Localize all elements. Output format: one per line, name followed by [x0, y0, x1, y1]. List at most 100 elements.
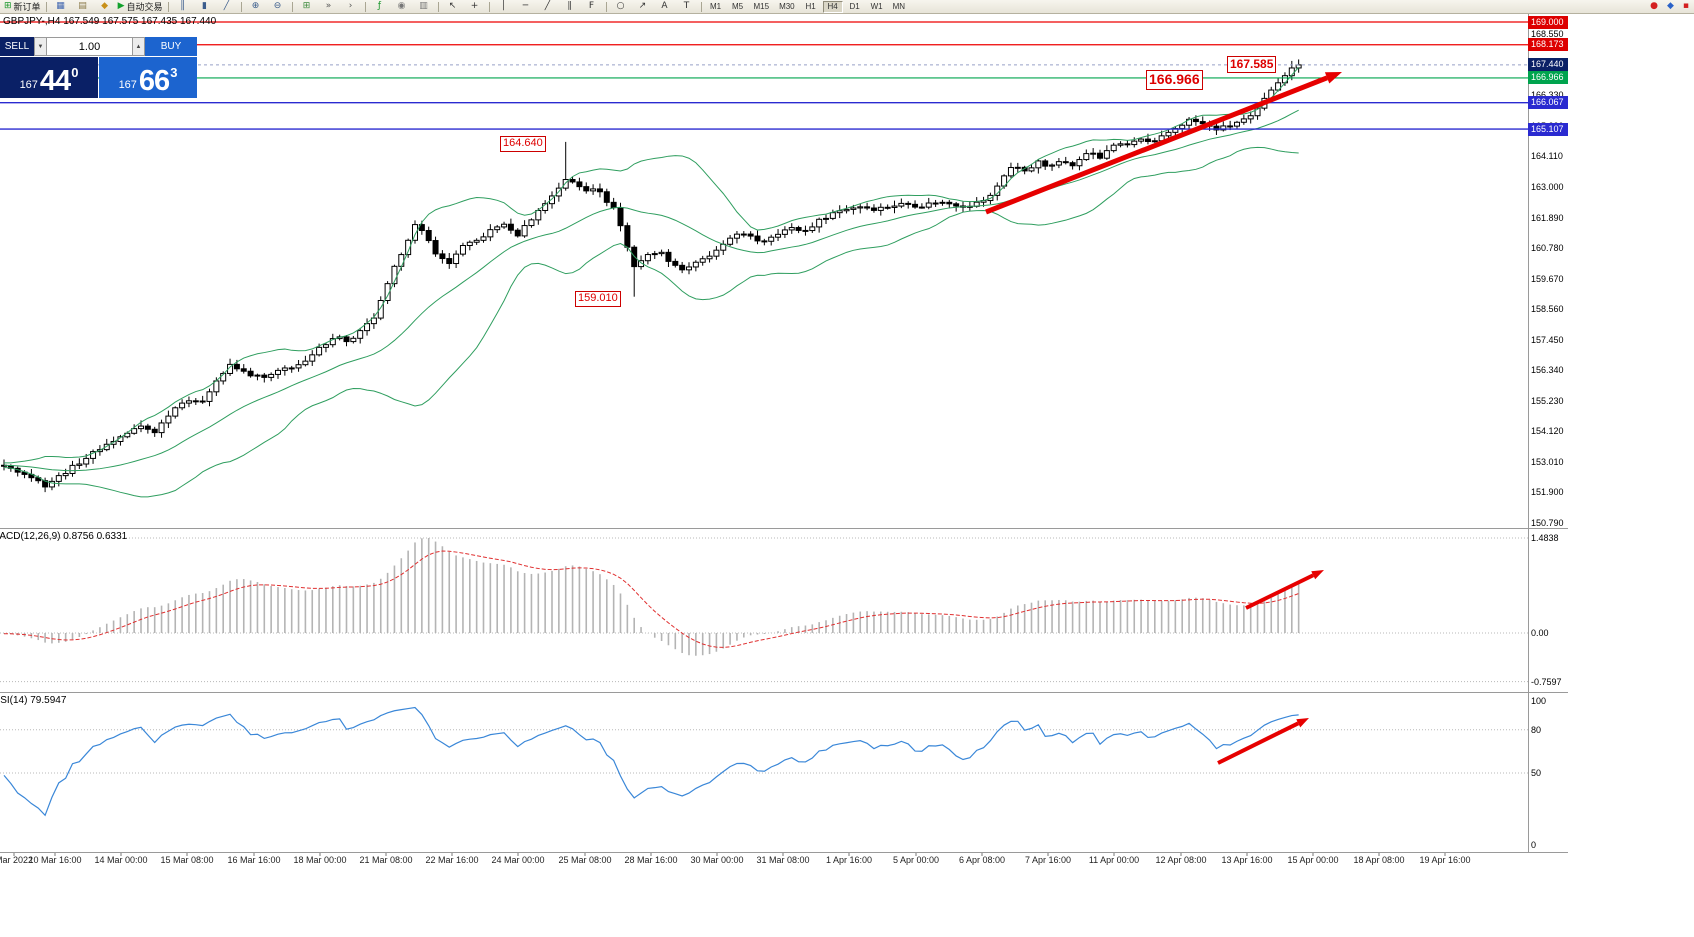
- templates-button[interactable]: ▥: [413, 0, 435, 13]
- chart-ohlc-header: GBPJPY-,H4 167.549 167.575 167.435 167.4…: [3, 16, 217, 27]
- price-axis-flag: 167.440: [1528, 58, 1568, 72]
- sell-price-display[interactable]: 167 44 0: [0, 57, 98, 98]
- price-axis-tick: 156.340: [1531, 365, 1564, 376]
- bar-chart-button[interactable]: ║: [172, 0, 194, 13]
- volume-increase-button[interactable]: ▲: [132, 37, 145, 56]
- toolbar-icon-group: ⊞ 新订单 ▦ ▤ ◆ ▶ 自动交易 ║ ▮ ╱ ⊕ ⊖ ⊞» › ƒ ◉ ▥ ↖ + │ ─ ╱ ∥ F ○ ↗ A T: [2, 0, 705, 13]
- zoom-in-button[interactable]: ⊕: [245, 0, 267, 13]
- sell-button[interactable]: SELL: [0, 37, 34, 56]
- toolbar-separator: [240, 1, 242, 12]
- horizontal-line-button[interactable]: ─: [515, 0, 537, 13]
- mail-icon[interactable]: ◆: [1666, 1, 1674, 11]
- trendline-button[interactable]: ╱: [537, 0, 559, 13]
- templates-icon: ▥: [419, 1, 428, 11]
- time-axis-label: 14 Mar 00:00: [94, 855, 148, 865]
- time-axis-label: 15 Apr 00:00: [1287, 855, 1339, 865]
- auto-scroll-button[interactable]: »: [318, 0, 340, 13]
- price-axis-tick: 155.230: [1531, 395, 1564, 406]
- text-button[interactable]: A: [654, 0, 676, 13]
- timeframe-m15-button[interactable]: M15: [753, 2, 770, 11]
- bollinger-layer: [3, 67, 1300, 498]
- new-order-button[interactable]: ⊞ 新订单: [2, 0, 43, 13]
- price-axis-flag: 165.107: [1528, 122, 1568, 136]
- news-icon[interactable]: ●: [1650, 1, 1658, 11]
- periods-icon: ◉: [397, 1, 406, 11]
- price-axis-tick: 154.120: [1531, 426, 1564, 437]
- timeframe-d1-button[interactable]: D1: [849, 2, 860, 11]
- price-axis-tick: 163.000: [1531, 181, 1564, 192]
- timeframe-w1-button[interactable]: W1: [870, 2, 883, 11]
- timeframe-h4-button[interactable]: H4: [822, 0, 843, 13]
- time-axis-label: 5 Apr 00:00: [892, 855, 940, 865]
- shapes-button[interactable]: ○: [610, 0, 632, 13]
- rsi-indicator-label: RSI(14) 79.5947: [0, 695, 67, 706]
- timeframe-m30-button[interactable]: M30: [779, 2, 795, 11]
- buy-button[interactable]: BUY: [145, 37, 197, 56]
- price-axis-tick: 153.010: [1531, 456, 1564, 467]
- profiles-icon: ▤: [78, 1, 87, 11]
- time-axis-label: 7 Apr 16:00: [1024, 855, 1072, 865]
- crosshair-button[interactable]: +: [464, 0, 486, 13]
- text-label-button[interactable]: T: [676, 0, 698, 13]
- vertical-line-button[interactable]: │: [493, 0, 515, 13]
- alerts-button[interactable]: ◆: [94, 0, 116, 13]
- macd-layer: [3, 538, 1300, 656]
- rsi-axis-label: 0: [1531, 840, 1537, 850]
- price-axis-flag: 166.067: [1528, 96, 1568, 110]
- timeframe-mn-button[interactable]: MN: [892, 2, 906, 11]
- chart-window-icon: ▦: [56, 1, 65, 11]
- zoom-in-icon: ⊕: [251, 1, 260, 11]
- autotrade-button[interactable]: ▶ 自动交易: [116, 0, 165, 13]
- channel-button[interactable]: ∥: [559, 0, 581, 13]
- rsi-axis-label: 50: [1531, 768, 1542, 778]
- crosshair-icon: +: [470, 1, 479, 11]
- timeframe-h1-button[interactable]: H1: [805, 2, 816, 11]
- buy-price-pips: 66: [138, 65, 170, 97]
- time-axis-label: 28 Mar 16:00: [624, 855, 678, 865]
- toolbar-separator: [488, 1, 490, 12]
- corner-icon[interactable]: ▪: [1682, 1, 1689, 11]
- price-axis-flag: 169.000: [1528, 15, 1568, 29]
- price-axis-tick: 157.450: [1531, 334, 1564, 345]
- channel-icon: ∥: [567, 1, 572, 11]
- chart-shift-button[interactable]: ›: [340, 0, 362, 13]
- volume-decrease-button[interactable]: ▼: [34, 37, 47, 56]
- volume-field[interactable]: 1.00: [47, 37, 132, 56]
- sell-price-pipette: 0: [71, 65, 79, 80]
- toolbar-separator: [364, 1, 366, 12]
- zoom-out-button[interactable]: ⊖: [267, 0, 289, 13]
- price-annotation[interactable]: 166.966: [1146, 70, 1203, 90]
- time-axis-label: 18 Mar 00:00: [293, 855, 347, 865]
- time-axis-label: 30 Mar 00:00: [690, 855, 744, 865]
- time-axis-label: 25 Mar 08:00: [558, 855, 612, 865]
- periods-button[interactable]: ◉: [391, 0, 413, 13]
- timeframe-m5-button[interactable]: M5: [731, 2, 744, 11]
- price-annotation[interactable]: 167.585: [1227, 56, 1277, 73]
- cursor-button[interactable]: ↖: [442, 0, 464, 13]
- toolbar-separator: [437, 1, 439, 12]
- timeframe-m1-button[interactable]: M1: [709, 2, 722, 11]
- indicators-button[interactable]: ƒ: [369, 0, 391, 13]
- chart-window-button[interactable]: ▦: [50, 0, 72, 13]
- price-axis-tick: 161.890: [1531, 212, 1564, 223]
- time-axis-label: 15 Mar 08:00: [160, 855, 214, 865]
- toolbar-right-icon-group: ● ◆ ▪: [1650, 0, 1692, 13]
- tile-windows-icon: ⊞: [302, 1, 311, 11]
- tile-windows-button[interactable]: ⊞: [296, 0, 318, 13]
- buy-price-display[interactable]: 167 66 3: [99, 57, 197, 98]
- macd-axis-label: 0.00: [1531, 628, 1549, 638]
- time-axis-label: 10 Mar 16:00: [28, 855, 82, 865]
- time-axis-label: 22 Mar 16:00: [425, 855, 479, 865]
- price-annotation[interactable]: 159.010: [575, 291, 621, 307]
- candlestick-button[interactable]: ▮: [194, 0, 216, 13]
- profiles-button[interactable]: ▤: [72, 0, 94, 13]
- price-annotation[interactable]: 164.640: [500, 136, 546, 152]
- time-axis-label: Mar 2022: [0, 855, 34, 865]
- time-axis-label: 19 Apr 16:00: [1419, 855, 1471, 865]
- arrows-button[interactable]: ↗: [632, 0, 654, 13]
- fibonacci-button[interactable]: F: [581, 0, 603, 13]
- line-chart-button[interactable]: ╱: [216, 0, 238, 13]
- time-axis-label: 21 Mar 08:00: [359, 855, 413, 865]
